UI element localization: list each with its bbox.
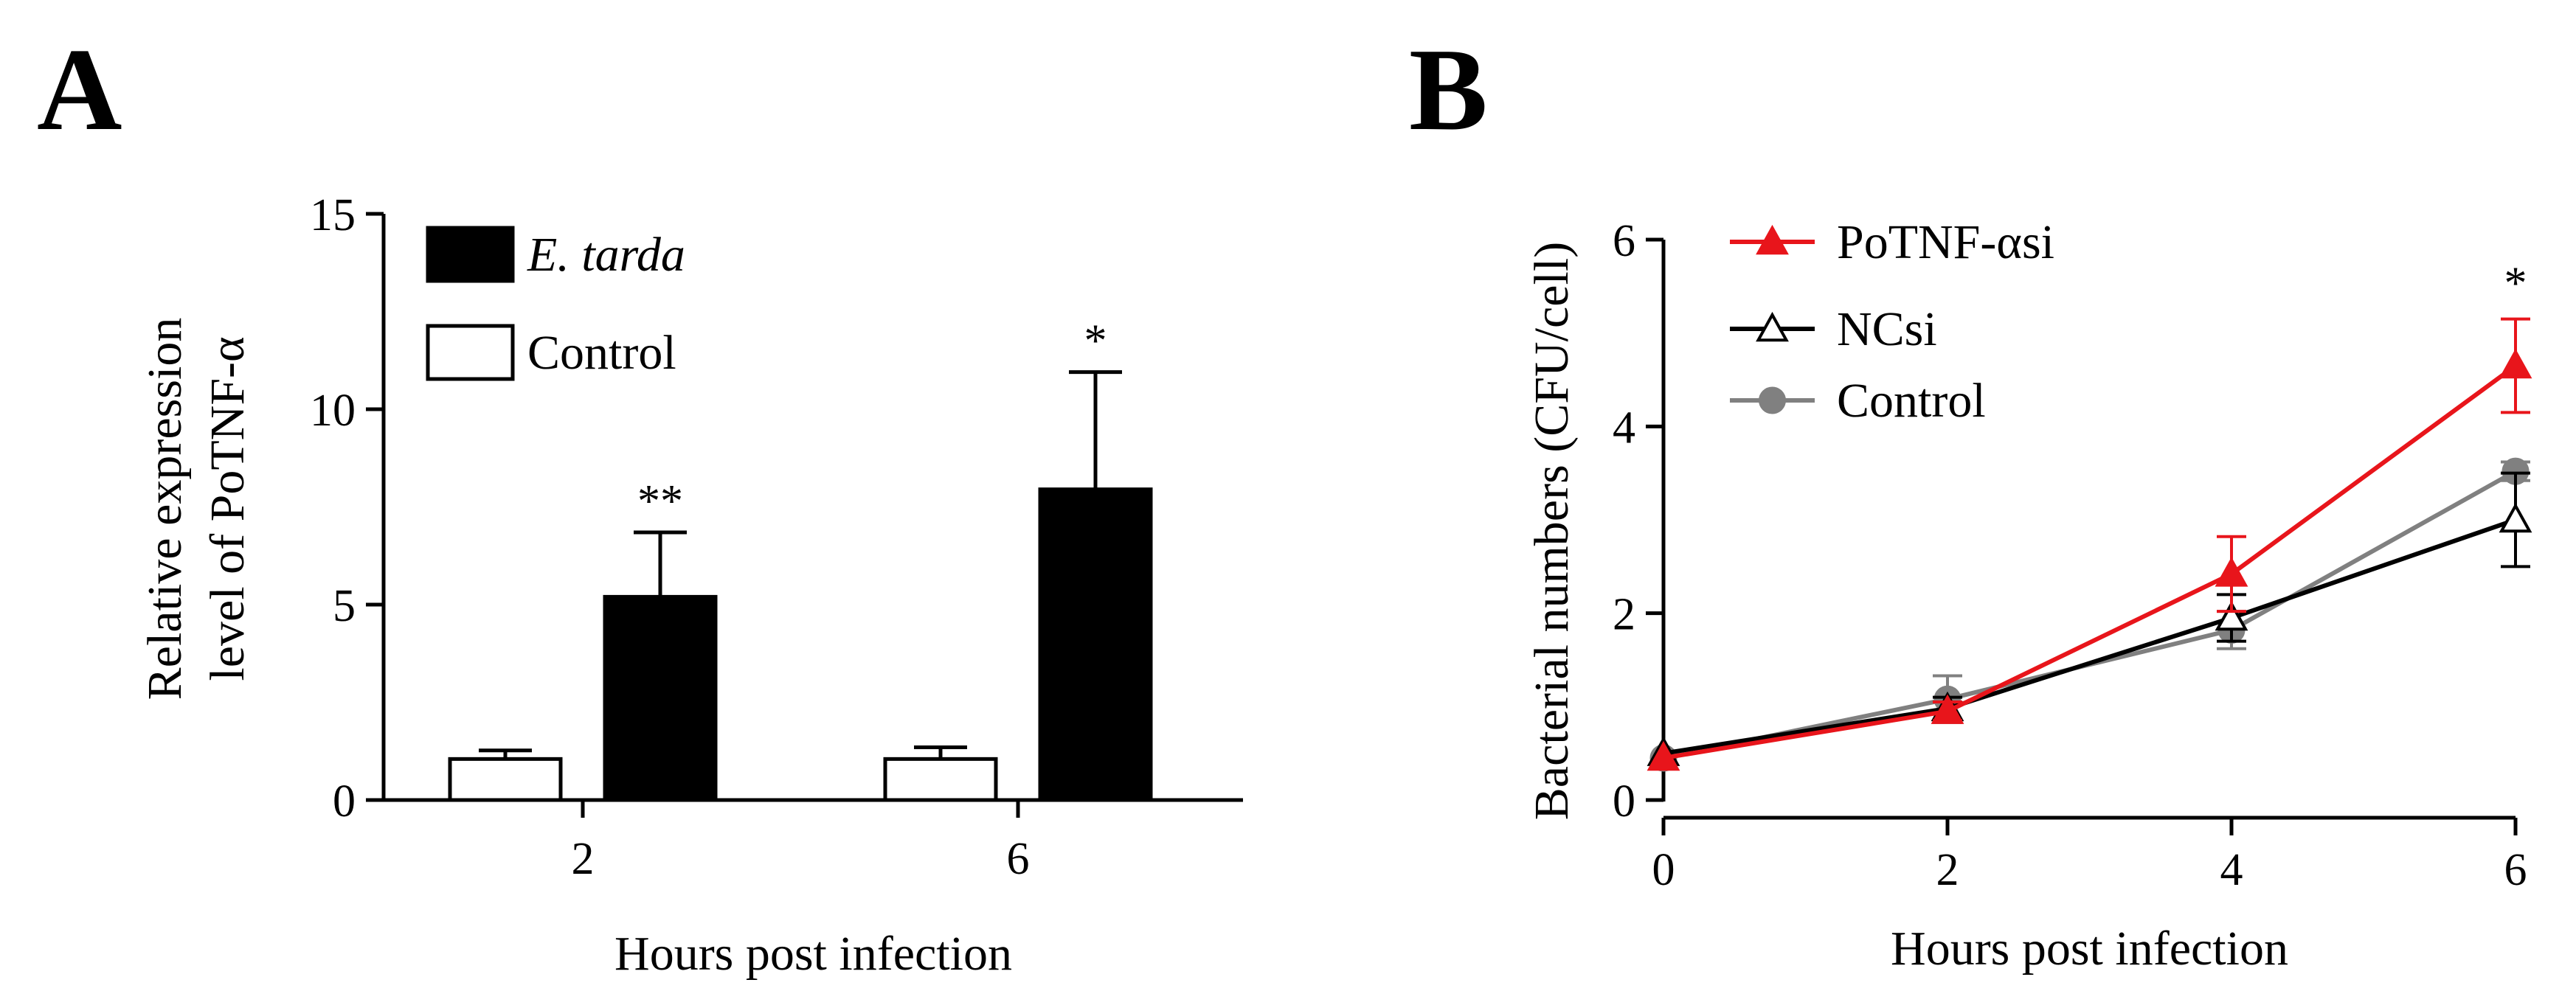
y-axis-title-line1: Relative expression bbox=[138, 318, 192, 700]
legend-label-control: Control bbox=[527, 326, 676, 380]
panel-b-letter: B bbox=[1409, 24, 1488, 155]
point-potnf-si bbox=[1647, 740, 1680, 771]
legend-marker-ncsi bbox=[1756, 311, 1789, 342]
legend-marker-potnf-si bbox=[1756, 224, 1789, 255]
significance-marker: * bbox=[2504, 259, 2527, 309]
significance-marker: ** bbox=[637, 476, 683, 526]
series-line-ncsi bbox=[1663, 518, 2516, 756]
point-potnf-si bbox=[2499, 348, 2532, 379]
bar-e-tarda-2h bbox=[603, 594, 718, 802]
x-tick-label: 2 bbox=[572, 834, 595, 884]
x-tick-label: 6 bbox=[1007, 834, 1030, 884]
series-line-potnf-si bbox=[1663, 364, 2517, 760]
point-potnf-si bbox=[1931, 694, 1964, 724]
y-tick-label: 0 bbox=[1613, 776, 1635, 827]
legend-marker-control bbox=[1759, 386, 1786, 414]
legend-label-potnf-si: PoTNF-αsi bbox=[1837, 215, 2054, 269]
bar-control-6h bbox=[883, 757, 998, 802]
y-tick-label: 2 bbox=[1613, 590, 1635, 640]
legend-swatch-e-tarda bbox=[426, 226, 515, 283]
y-tick-label: 4 bbox=[1613, 403, 1635, 453]
series-line-control bbox=[1663, 469, 2517, 760]
x-axis-title: Hours post infection bbox=[614, 927, 1012, 981]
legend-label-control: Control bbox=[1837, 374, 1986, 428]
x-tick-label: 0 bbox=[1652, 845, 1675, 895]
legend-label-ncsi: NCsi bbox=[1837, 302, 1937, 356]
point-ncsi bbox=[2215, 600, 2248, 631]
y-tick-label: 6 bbox=[1613, 216, 1635, 266]
chart-b: 0 2 4 6 0 2 4 6 * PoTNF-αsi NCsi Control Hours post … bbox=[1525, 215, 2532, 976]
y-tick-label: 10 bbox=[310, 386, 356, 436]
x-axis-title: Hours post infection bbox=[1891, 922, 2288, 976]
y-axis-title: Bacterial numbers (CFU/cell) bbox=[1525, 242, 1579, 820]
point-ncsi bbox=[2499, 502, 2532, 533]
y-tick-label: 15 bbox=[310, 190, 356, 240]
legend-label-e-tarda: E. tarda bbox=[527, 228, 685, 282]
x-tick-label: 2 bbox=[1936, 845, 1959, 895]
panel-a-letter: A bbox=[37, 24, 122, 155]
legend-swatch-control bbox=[426, 324, 515, 381]
y-tick-label: 5 bbox=[333, 581, 356, 631]
y-tick-label: 0 bbox=[333, 776, 356, 827]
bar-control-2h bbox=[448, 757, 563, 802]
x-tick-label: 4 bbox=[2220, 845, 2243, 895]
x-tick-label: 6 bbox=[2504, 845, 2527, 895]
point-potnf-si bbox=[2215, 557, 2248, 587]
y-axis-title-line2: level of PoTNF-α bbox=[201, 336, 255, 681]
significance-marker: * bbox=[1084, 316, 1107, 366]
bar-e-tarda-6h bbox=[1038, 487, 1153, 802]
